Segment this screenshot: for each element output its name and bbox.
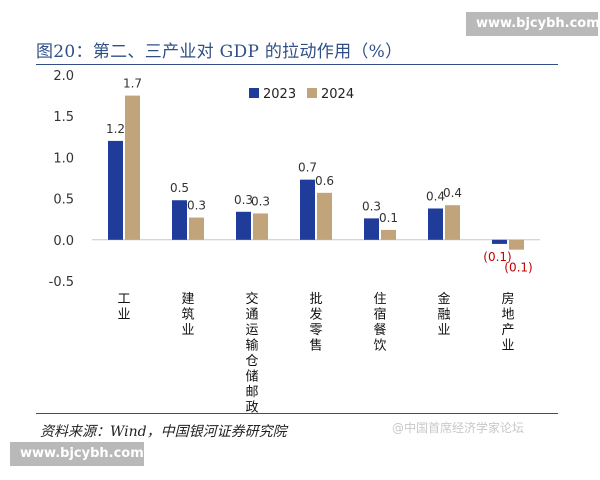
legend: 2023 2024 xyxy=(249,87,354,102)
bar-chart: 2.01.51.00.50.0-0.5 1.21.70.50.3 0.30.30.… xyxy=(49,69,540,416)
y-tick-label: 0.5 xyxy=(53,193,74,208)
data-label: 0.1 xyxy=(379,211,398,225)
legend-label: 2024 xyxy=(321,87,354,102)
bar xyxy=(509,239,524,250)
credit-watermark: @中国首席经济学家论坛 xyxy=(392,421,525,435)
source-note: 资料来源：Wind，中国银河证券研究院 xyxy=(40,424,287,440)
data-labels-group: 1.21.70.50.3 0.30.30.70.60.30.10.40.4(0.1… xyxy=(106,77,533,275)
bar xyxy=(253,213,268,240)
data-label: 0.4 xyxy=(426,189,445,203)
bar xyxy=(445,205,460,240)
bar xyxy=(364,218,379,240)
data-label: 0.6 xyxy=(315,174,334,188)
bar xyxy=(428,208,443,240)
category-label: 金融业 xyxy=(437,291,450,338)
data-label: 0.4 xyxy=(443,186,462,200)
y-tick-label: 1.0 xyxy=(53,151,74,166)
data-label: 0.3 xyxy=(251,194,270,208)
category-label: 工业 xyxy=(117,292,130,323)
legend-label: 2023 xyxy=(263,87,296,102)
category-label: 批发零售 xyxy=(309,292,322,354)
legend-swatch xyxy=(249,88,259,98)
y-tick-label: 2.0 xyxy=(53,69,74,84)
category-label: 交通运输仓储邮政 xyxy=(245,291,258,416)
data-label: 0.7 xyxy=(298,161,317,175)
legend-swatch xyxy=(307,88,317,98)
data-label: (0.1) xyxy=(504,261,532,275)
data-label: (0.1) xyxy=(483,250,511,264)
data-label: 0.5 xyxy=(170,181,189,195)
data-label: 0.3 xyxy=(234,193,253,207)
data-label: 1.2 xyxy=(106,122,125,136)
category-labels-group: 工业 建筑业 交通运输仓储邮政 批发零售 住宿餐饮 金融业 房地产业 xyxy=(117,291,514,416)
title-divider xyxy=(36,64,558,65)
watermark-bottom: www.bjcybh.com xyxy=(10,442,144,466)
bar xyxy=(492,239,507,244)
bar xyxy=(317,192,332,240)
watermark-top: www.bjcybh.com xyxy=(466,12,600,36)
y-tick-label: 1.5 xyxy=(53,110,74,125)
chart-title: 图20：第二、三产业对 GDP 的拉动作用（%） xyxy=(36,42,403,62)
bar xyxy=(236,211,251,240)
bars-group xyxy=(108,95,524,250)
bar xyxy=(381,229,396,240)
y-tick-label: 0.0 xyxy=(53,234,74,249)
data-label: 1.7 xyxy=(123,77,142,91)
y-axis: 2.0 1.5 1.0 0.5 0.0 -0.5 xyxy=(49,69,74,290)
y-tick-label: -0.5 xyxy=(49,275,74,290)
data-label: 0.3 xyxy=(187,199,206,213)
category-label: 建筑业 xyxy=(181,292,194,338)
category-label: 房地产业 xyxy=(501,291,514,354)
data-label: 0.3 xyxy=(362,199,381,213)
bar xyxy=(108,140,123,240)
bar xyxy=(189,217,204,240)
bar xyxy=(300,179,315,240)
category-label: 住宿餐饮 xyxy=(373,292,386,354)
bar xyxy=(172,200,187,240)
bar xyxy=(125,95,140,240)
source-divider xyxy=(36,413,558,414)
